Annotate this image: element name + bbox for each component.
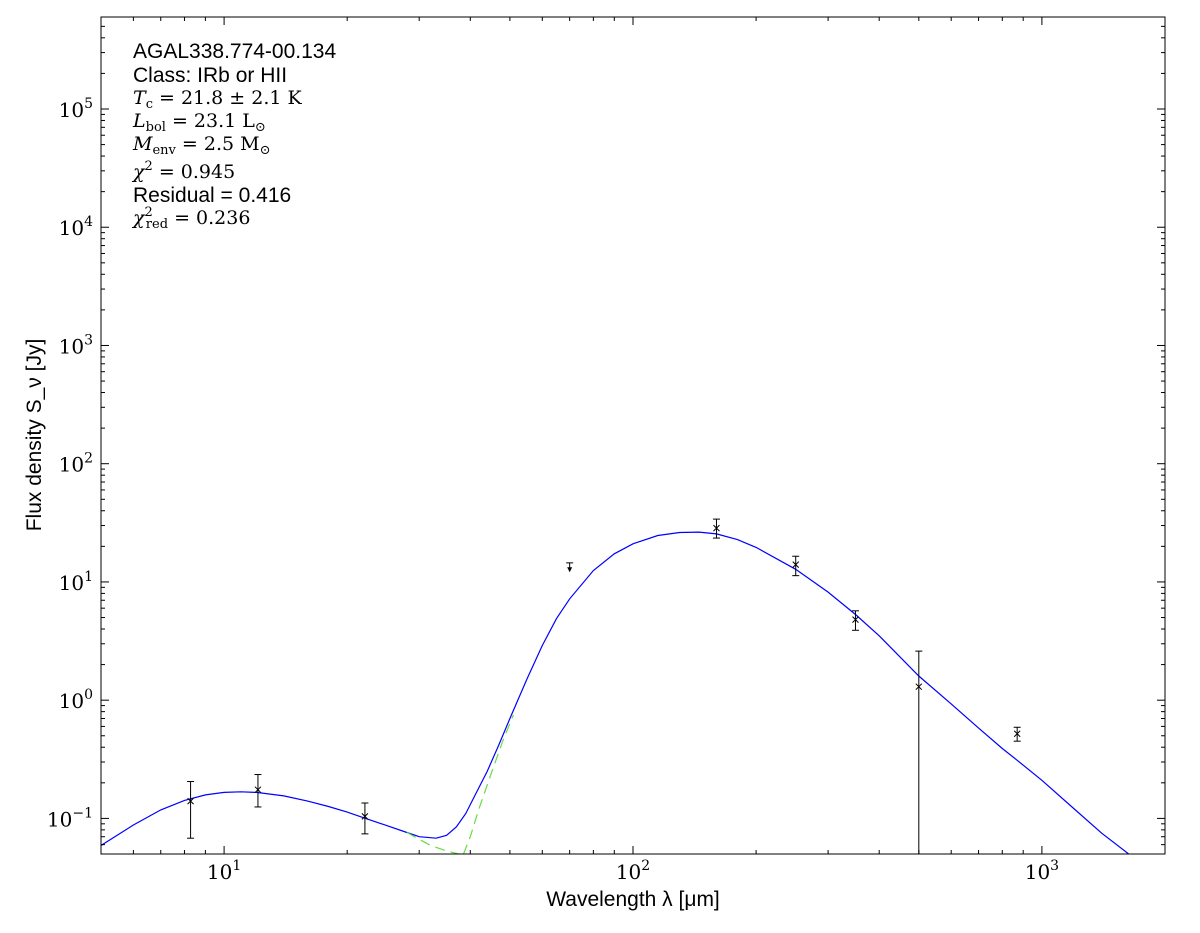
data-point-5 xyxy=(851,610,859,631)
x-axis-label: Wavelength λ [μm] xyxy=(546,888,720,911)
reduced-chi-squared-value: χ2 red = 0.236 xyxy=(131,205,250,232)
data-marker xyxy=(254,786,262,794)
dashed-model-curve-2 xyxy=(462,714,514,854)
data-marker xyxy=(1013,730,1021,738)
dashed-model-curve-1 xyxy=(406,831,459,854)
y-tick-label-4: 103 xyxy=(59,332,93,358)
class-label: Class: IRb or HII xyxy=(133,64,287,87)
data-point-4 xyxy=(792,555,800,577)
data-point-7 xyxy=(1013,726,1021,742)
chi-squared-value: χ2 = 0.945 xyxy=(131,159,235,183)
luminosity-value: Lbol = 23.1 L⊙ xyxy=(132,110,266,135)
upper-limit-arrow xyxy=(567,567,573,573)
annotation-block: AGAL338.774-00.134 Class: IRb or HII Tc … xyxy=(131,40,336,232)
envelope-mass-value: Menv = 2.5 M⊙ xyxy=(132,133,271,158)
data-point-6 xyxy=(915,650,923,854)
data-marker xyxy=(915,683,923,691)
upper-limit-0 xyxy=(566,562,574,573)
plot-area xyxy=(101,17,1165,854)
y-tick-label-3: 102 xyxy=(59,451,93,477)
data-marker xyxy=(187,797,194,805)
x-tick-label-2: 103 xyxy=(1025,858,1059,884)
data-point-0 xyxy=(187,781,195,839)
residual-value: Residual = 0.416 xyxy=(133,184,291,207)
y-tick-label-2: 101 xyxy=(59,569,93,595)
y-tick-label-6: 105 xyxy=(59,96,93,122)
data-marker xyxy=(713,524,720,532)
data-marker xyxy=(852,616,859,623)
temperature-value: Tc = 21.8 ± 2.1 K xyxy=(133,87,303,112)
x-tick-label-0: 101 xyxy=(207,858,241,884)
data-point-1 xyxy=(254,774,262,808)
y-tick-label-1: 100 xyxy=(59,687,93,713)
data-marker xyxy=(361,813,369,820)
data-point-3 xyxy=(712,518,720,539)
y-axis-label: Flux density S_ν [Jy] xyxy=(23,339,46,532)
data-point-2 xyxy=(361,802,369,835)
x-tick-label-1: 102 xyxy=(616,858,650,884)
y-tick-label-5: 104 xyxy=(59,214,93,240)
y-tick-label-0: 10−1 xyxy=(47,805,93,831)
data-marker xyxy=(792,561,800,569)
source-name: AGAL338.774-00.134 xyxy=(133,40,336,63)
plot-frame xyxy=(100,16,1166,855)
model-fit-curve-0 xyxy=(101,531,1130,854)
